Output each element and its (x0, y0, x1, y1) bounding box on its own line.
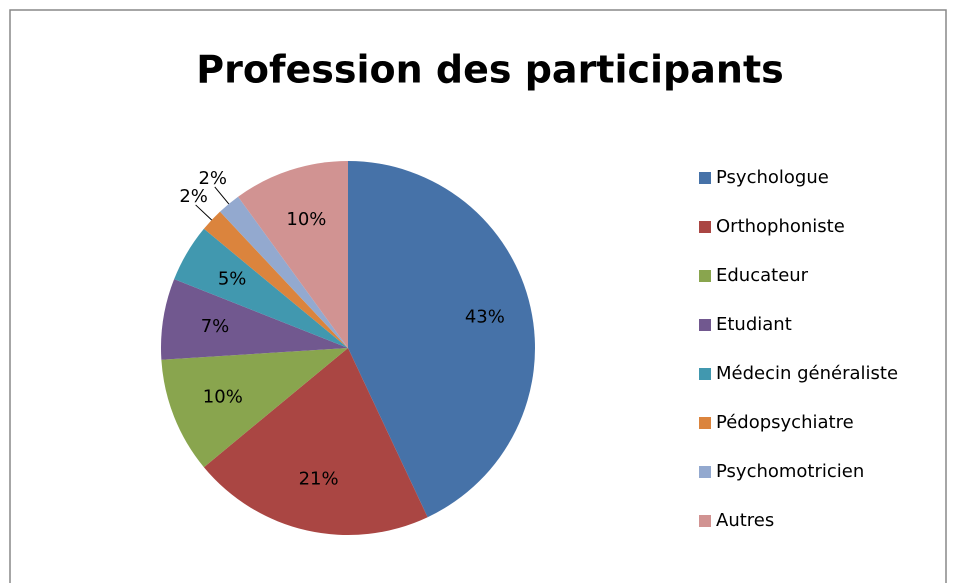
legend-label: Educateur (716, 265, 809, 286)
data-label: 10% (203, 387, 243, 408)
pie-slice (161, 348, 348, 468)
legend-label: Psychomotricien (716, 461, 864, 482)
leader-line (214, 186, 230, 205)
pie-slice (174, 228, 348, 348)
pie-slice (348, 161, 535, 518)
legend-swatch (699, 221, 711, 233)
data-label: 7% (201, 316, 230, 337)
legend-label: Orthophoniste (716, 216, 845, 237)
legend-label: Psychologue (716, 167, 829, 188)
chart-title: Profession des participants (196, 48, 783, 92)
pie-slice (161, 279, 348, 360)
legend-label: Autres (716, 510, 774, 531)
data-label: 2% (198, 168, 227, 189)
legend-swatch (699, 466, 711, 478)
legend-swatch (699, 172, 711, 184)
data-label: 43% (465, 306, 505, 327)
pie-slice (203, 211, 348, 348)
legend-swatch (699, 319, 711, 331)
legend-swatch (699, 515, 711, 527)
data-label: 2% (179, 186, 208, 207)
pie-slice (219, 196, 348, 348)
legend-label: Etudiant (716, 314, 792, 335)
legend-swatch (699, 417, 711, 429)
pie-slice (238, 161, 348, 348)
pie-slice (203, 348, 428, 535)
legend-label: Pédopsychiatre (716, 412, 854, 433)
leader-line (195, 204, 213, 221)
data-label: 5% (218, 268, 247, 289)
legend-swatch (699, 368, 711, 380)
legend-label: Médecin généraliste (716, 363, 898, 384)
legend-swatch (699, 270, 711, 282)
data-label: 10% (286, 209, 326, 230)
data-label: 21% (299, 468, 339, 489)
